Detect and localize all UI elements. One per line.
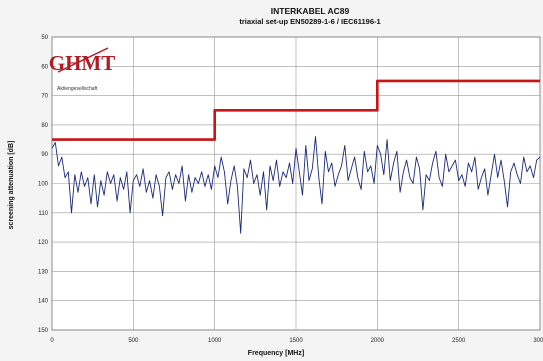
- x-tick-label: 500: [128, 338, 139, 344]
- x-axis-label: Frequency [MHz]: [248, 350, 304, 357]
- y-tick-label: 60: [41, 64, 48, 70]
- y-tick-label: 140: [38, 299, 49, 305]
- y-tick-label: 90: [41, 152, 48, 158]
- limit-line: [52, 79, 540, 141]
- chart-title: INTERKABEL AC89: [270, 6, 350, 16]
- series-group: [51, 79, 541, 234]
- y-tick-label: 150: [38, 328, 49, 334]
- x-tick-label: 1000: [208, 338, 222, 344]
- y-tick-label: 110: [38, 211, 48, 217]
- y-tick-label: 80: [41, 123, 48, 129]
- grid-lines: [51, 36, 541, 331]
- chart-subtitle: triaxial set-up EN50289-1-6 / IEC61196-1: [239, 17, 381, 26]
- measured-line: [51, 136, 541, 234]
- y-axis-label: screening attenuation [dB]: [8, 141, 15, 230]
- company-logo: GHMT Aktiengesellschaft: [49, 44, 115, 92]
- x-tick-label: 1500: [289, 338, 303, 344]
- y-tick-label: 130: [38, 269, 49, 275]
- axis-ticks: 50 60 70 80 90 100 110 120 130 140 1500 500 1000 1500…: [38, 35, 543, 344]
- x-tick-label: 0: [50, 338, 54, 344]
- y-tick-label: 70: [41, 94, 48, 100]
- logo-slash: [57, 47, 109, 73]
- y-tick-label: 100: [38, 182, 49, 188]
- x-tick-label: 3000: [533, 338, 543, 344]
- x-tick-label: 2500: [452, 338, 466, 344]
- x-tick-label: 2000: [371, 338, 385, 344]
- y-tick-label: 120: [38, 240, 49, 246]
- y-tick-label: 50: [41, 35, 48, 41]
- logo-caption: Aktiengesellschaft: [57, 86, 98, 92]
